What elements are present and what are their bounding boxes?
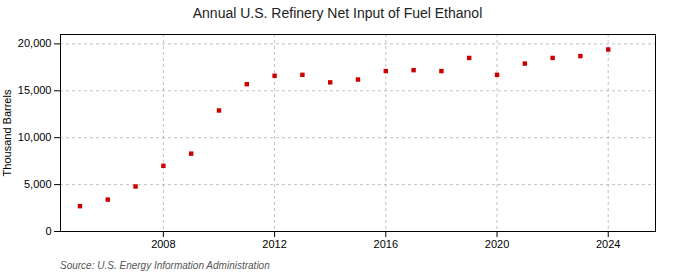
svg-text:2016: 2016	[374, 238, 398, 250]
svg-text:2020: 2020	[485, 238, 509, 250]
html-text:Annual U.S. Refinery Net Input: Annual U.S. Refinery Net Input of Fuel E…	[192, 5, 483, 21]
svg-text:2012: 2012	[262, 238, 286, 250]
html-text:Source: U.S. Energy Informatio: Source: U.S. Energy Information Administ…	[60, 260, 270, 271]
svg-text:5,000: 5,000	[24, 178, 52, 190]
svg-text:20,000: 20,000	[18, 37, 52, 49]
svg-text:15,000: 15,000	[18, 84, 52, 96]
svg-text:2008: 2008	[151, 238, 175, 250]
svg-text:Thousand Barrels: Thousand Barrels	[1, 89, 13, 176]
svg-text:0: 0	[45, 225, 51, 237]
svg-text:10,000: 10,000	[18, 131, 52, 143]
svg-text:2024: 2024	[596, 238, 620, 250]
